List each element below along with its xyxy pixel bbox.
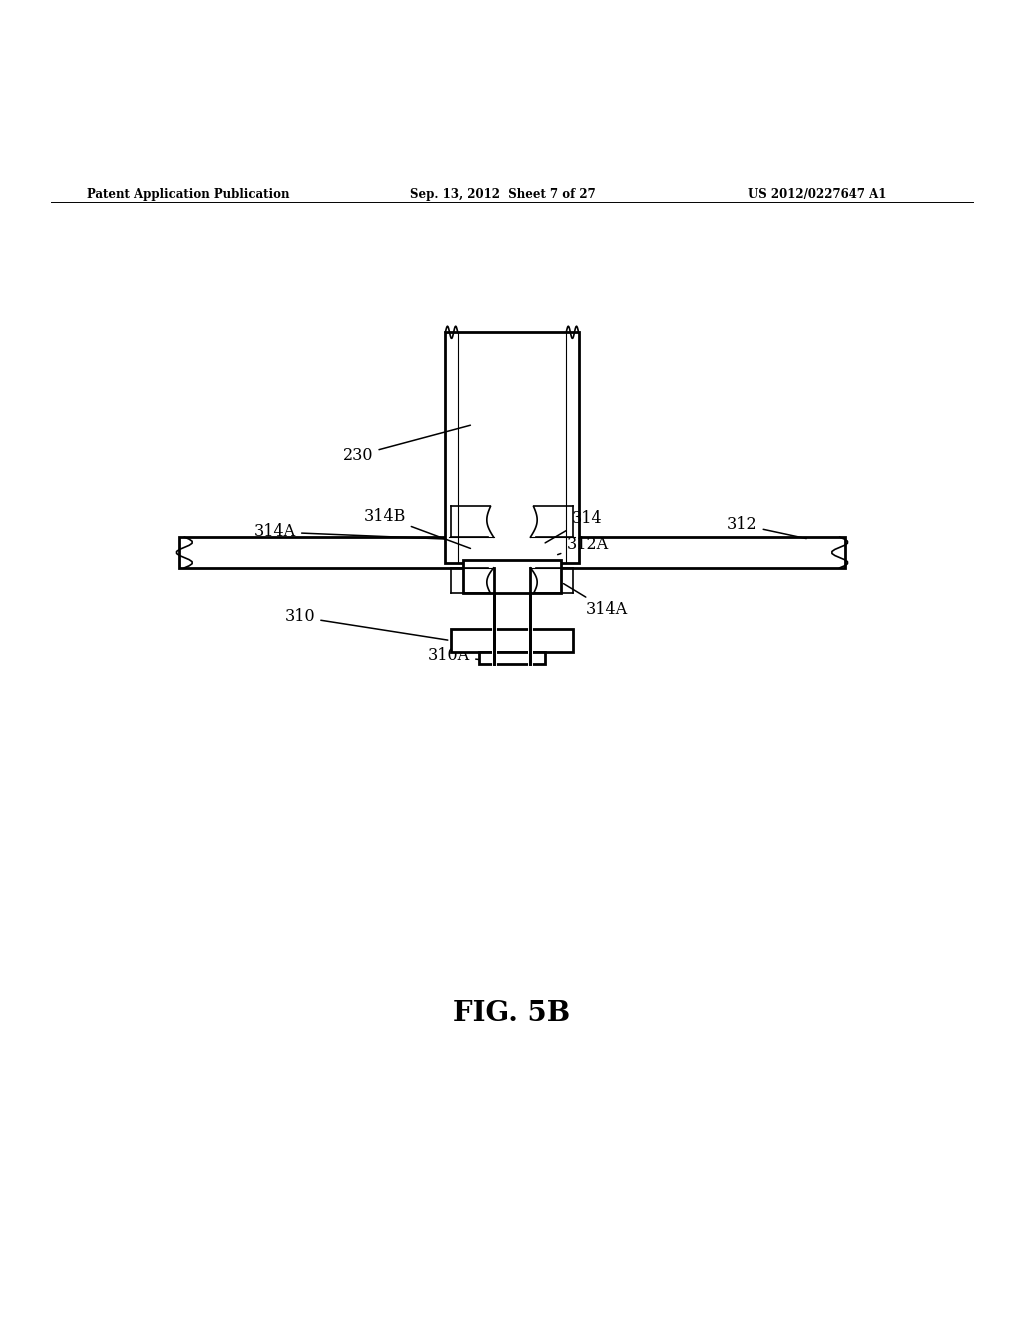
Text: 314B: 314B <box>364 508 470 548</box>
Bar <box>494 537 530 568</box>
Bar <box>479 652 545 664</box>
Text: 230: 230 <box>343 425 470 463</box>
Text: 312: 312 <box>727 516 806 539</box>
Text: Sep. 13, 2012  Sheet 7 of 27: Sep. 13, 2012 Sheet 7 of 27 <box>410 187 595 201</box>
Text: 314: 314 <box>545 511 602 543</box>
Text: 314A: 314A <box>254 524 445 540</box>
Text: 314A: 314A <box>563 583 628 618</box>
Text: 310: 310 <box>285 609 447 640</box>
Text: US 2012/0227647 A1: US 2012/0227647 A1 <box>748 187 886 201</box>
Text: 312A: 312A <box>558 536 608 554</box>
Bar <box>445 333 579 562</box>
Text: 310A: 310A <box>428 647 488 664</box>
Bar <box>179 537 845 568</box>
Text: FIG. 5B: FIG. 5B <box>454 999 570 1027</box>
Bar <box>451 630 573 652</box>
Bar <box>463 560 561 594</box>
Text: Patent Application Publication: Patent Application Publication <box>87 187 290 201</box>
